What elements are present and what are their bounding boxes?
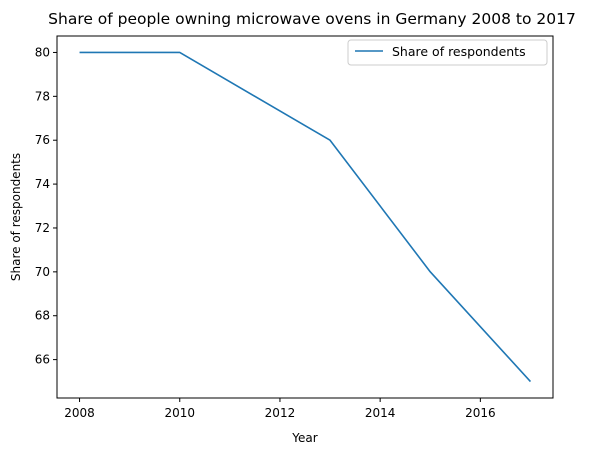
y-axis-label: Share of respondents: [9, 153, 23, 281]
legend: Share of respondents: [347, 39, 548, 66]
series-layer: [79, 51, 532, 383]
y-tick-label: 68: [35, 309, 50, 323]
y-tick-label: 78: [35, 89, 50, 103]
x-tick-label: 2016: [465, 406, 496, 420]
x-tick-label: 2012: [265, 406, 296, 420]
y-tick-label: 72: [35, 221, 50, 235]
x-axis-label: Year: [291, 431, 317, 445]
x-axis-ticks: 2008 2010 2012 2014 2016: [64, 398, 496, 420]
y-tick-label: 76: [35, 133, 50, 147]
y-tick-label: 66: [35, 353, 50, 367]
x-tick-label: 2014: [365, 406, 396, 420]
x-tick-label: 2008: [64, 406, 95, 420]
y-tick-label: 80: [35, 45, 50, 59]
legend-label: Share of respondents: [392, 44, 526, 59]
x-tick-label: 2010: [164, 406, 195, 420]
y-tick-label: 70: [35, 265, 50, 279]
chart-title: Share of people owning microwave ovens i…: [48, 10, 576, 28]
y-tick-label: 74: [35, 177, 50, 191]
legend-box: [347, 39, 548, 66]
y-axis-ticks: 66 68 70 72 74 76 78 80: [35, 45, 57, 367]
plot-area-frame: [56, 35, 554, 399]
series-line: [79, 51, 532, 383]
